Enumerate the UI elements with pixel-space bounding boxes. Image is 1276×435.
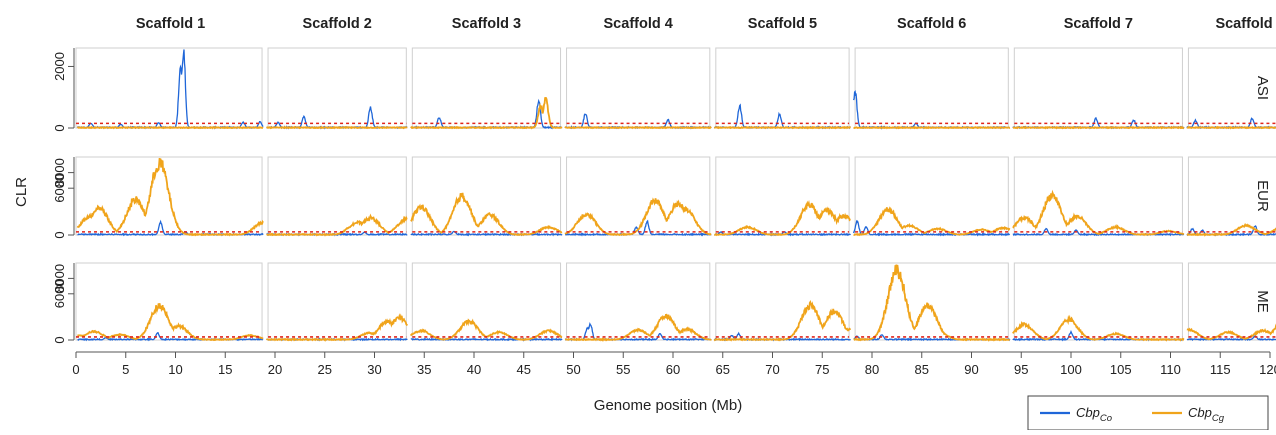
panel-eur-7 [1013,156,1183,236]
scaffold-title-8: Scaffold 8 [1215,16,1276,32]
x-tick-label-100: 100 [1060,362,1082,377]
y-tick-label-eur-6000: 6000 [52,174,67,203]
x-tick-label-115: 115 [1210,362,1231,377]
x-tick-label-35: 35 [417,362,431,377]
panel-asi-6 [854,47,1009,129]
scaffold-title-3: Scaffold 3 [452,16,521,32]
panel-me-1 [75,262,263,341]
y-tick-label-asi-2000: 2000 [52,52,67,81]
x-tick-label-5: 5 [122,362,129,377]
panel-asi-3 [411,47,562,129]
panel-me-6 [854,262,1009,341]
row-label-me: ME [1254,290,1271,313]
series-line-cg-asi-scaffold-8 [1186,125,1276,130]
series-line-cg-asi-scaffold-2 [266,125,408,130]
y-tick-label-me-8000: 8000 [52,264,67,293]
x-tick-label-30: 30 [367,362,381,377]
series-line-cg-eur-scaffold-1 [76,158,264,237]
panel-me-5 [715,262,850,341]
x-tick-label-80: 80 [865,362,879,377]
x-tick-label-75: 75 [815,362,829,377]
panel-asi-7 [1013,47,1183,129]
x-tick-label-60: 60 [666,362,680,377]
series-line-cg-me-scaffold-5 [713,300,852,342]
scaffold-title-1: Scaffold 1 [136,16,205,32]
y-tick-label-eur-8000: 8000 [52,158,67,187]
series-line-co-me-scaffold-3 [410,337,563,342]
y-tick-label-me-6000: 6000 [52,279,67,308]
panel-eur-8 [1187,156,1276,236]
x-tick-label-45: 45 [517,362,531,377]
panel-me-3 [411,262,562,341]
scaffold-title-5: Scaffold 5 [748,16,817,32]
y-tick-label-asi-0: 0 [52,124,67,131]
panel-me-7 [1013,262,1183,341]
series-line-cg-asi-scaffold-7 [1012,125,1185,130]
series-line-cg-me-scaffold-4 [564,313,712,343]
x-tick-label-25: 25 [318,362,332,377]
series-line-cg-eur-scaffold-5 [714,199,851,237]
series-line-cg-eur-scaffold-3 [410,192,563,237]
x-tick-label-85: 85 [915,362,929,377]
series-line-cg-asi-scaffold-4 [564,125,712,130]
x-tick-label-90: 90 [964,362,978,377]
panel-eur-6 [854,156,1009,236]
x-tick-label-70: 70 [765,362,779,377]
series-line-cg-eur-scaffold-2 [266,213,408,237]
row-label-eur: EUR [1254,180,1271,212]
y-tick-label-eur-0: 0 [52,231,67,238]
x-tick-label-110: 110 [1160,362,1181,377]
panel-asi-2 [267,47,407,129]
x-tick-label-0: 0 [72,362,79,377]
panel-me-8 [1187,262,1276,341]
panel-asi-1 [75,47,263,129]
panel-eur-4 [566,156,711,236]
legend-label-cg: CbpCg [1188,405,1225,424]
panel-me-2 [267,262,407,341]
series-line-cg-asi-scaffold-6 [853,125,1011,130]
x-tick-label-120: 120 [1259,362,1276,377]
x-tick-label-105: 105 [1110,362,1132,377]
panel-asi-8 [1187,47,1276,129]
x-tick-label-50: 50 [566,362,580,377]
scaffold-title-4: Scaffold 4 [604,16,673,32]
y-axis-title: CLR [13,177,30,207]
series-line-cg-eur-scaffold-6 [853,206,1011,237]
scaffold-title-2: Scaffold 2 [303,16,372,32]
series-line-cg-eur-scaffold-8 [1186,222,1276,237]
series-line-cg-me-scaffold-2 [265,313,409,342]
series-line-co-eur-scaffold-3 [410,230,563,237]
series-line-co-eur-scaffold-6 [852,219,1011,237]
x-tick-label-40: 40 [467,362,481,377]
series-line-cg-asi-scaffold-1 [76,125,264,130]
x-tick-label-10: 10 [168,362,182,377]
scaffold-title-7: Scaffold 7 [1064,16,1133,32]
series-line-co-me-scaffold-4 [564,322,712,342]
y-tick-label-me-0: 0 [52,336,67,343]
series-line-cg-eur-scaffold-4 [564,197,712,237]
panel-asi-4 [566,47,711,129]
x-tick-label-55: 55 [616,362,630,377]
row-label-asi: ASI [1254,76,1271,100]
series-line-co-eur-scaffold-5 [714,231,852,237]
series-line-cg-asi-scaffold-5 [713,125,851,130]
panel-me-4 [566,262,711,341]
legend-label-co: CbpCo [1076,405,1112,424]
x-tick-label-15: 15 [218,362,232,377]
series-line-cg-me-scaffold-6 [853,264,1010,342]
x-tick-label-95: 95 [1014,362,1028,377]
panel-eur-2 [267,156,407,236]
x-tick-label-65: 65 [716,362,730,377]
panel-eur-5 [715,156,850,236]
scaffold-title-6: Scaffold 6 [897,16,966,32]
panel-eur-3 [411,156,562,236]
series-line-cg-eur-scaffold-7 [1012,189,1185,237]
x-tick-label-20: 20 [268,362,282,377]
x-axis-title: Genome position (Mb) [594,397,742,414]
panel-asi-5 [715,47,850,129]
series-line-cg-asi-scaffold-3 [410,96,563,130]
